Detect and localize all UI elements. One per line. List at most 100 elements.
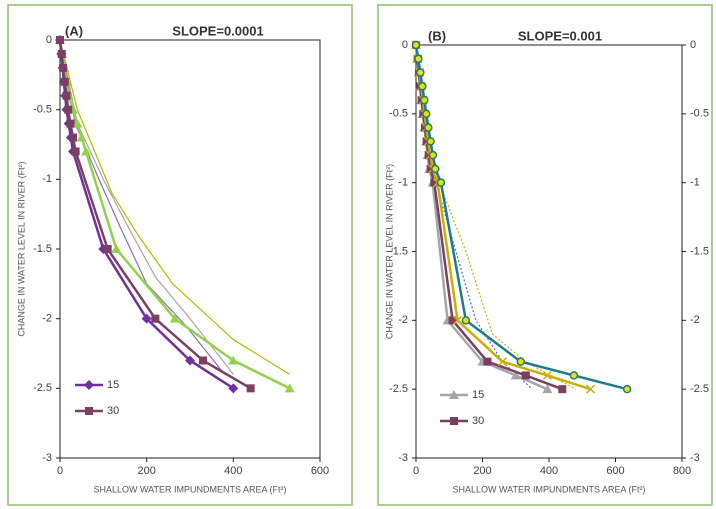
marker [558, 385, 567, 394]
series-line [59, 39, 226, 375]
x-tick-label: 200 [137, 465, 155, 477]
series-line [415, 44, 533, 390]
marker [56, 36, 64, 44]
y-tick-label: -1 [42, 173, 52, 185]
marker [411, 40, 421, 50]
marker [430, 178, 439, 187]
legend-label: 30 [107, 405, 119, 417]
series-line [59, 39, 290, 375]
y2-tick-label: 0 [690, 39, 696, 51]
marker [62, 91, 71, 100]
marker [141, 313, 152, 324]
marker [414, 54, 423, 64]
marker [426, 137, 435, 146]
marker [228, 383, 239, 394]
marker [284, 383, 295, 393]
marker [542, 370, 552, 380]
y-tick-label: -2 [398, 314, 408, 326]
y-tick-label: -2 [42, 313, 52, 325]
x-tick-label: 0 [57, 465, 63, 477]
y-tick-label: -2.5 [33, 382, 52, 394]
legend-item: 15 [75, 379, 119, 391]
legend-label: 15 [107, 379, 119, 391]
y-tick-label: -3 [42, 452, 52, 464]
y-tick-label: 0 [402, 39, 408, 51]
legend-item: 15 [440, 389, 484, 401]
marker [76, 132, 87, 142]
marker [542, 384, 553, 394]
y-tick-label: -0.5 [33, 104, 52, 116]
x-tick-label: 800 [673, 465, 691, 477]
marker [448, 316, 457, 325]
y2-tick-label: -3 [690, 452, 700, 464]
marker [622, 384, 632, 394]
marker [428, 150, 438, 160]
panel-label: (A) [65, 23, 83, 38]
x-tick-label: 0 [413, 465, 419, 477]
marker [111, 244, 122, 253]
marker [510, 370, 521, 380]
marker [246, 384, 255, 393]
marker [416, 68, 425, 77]
y2-tick-label: -0.5 [690, 108, 709, 120]
marker [424, 123, 433, 132]
marker [586, 384, 596, 394]
series-line [58, 39, 235, 390]
marker [69, 133, 77, 142]
series-line [414, 44, 548, 391]
marker [59, 63, 68, 72]
x-tick-label: 400 [540, 465, 558, 477]
series-line [414, 44, 591, 391]
marker [516, 357, 525, 366]
x-axis-label: SHALLOW WATER IMPUNDMENTS AREA (Ft²) [452, 484, 645, 494]
series-line [59, 39, 234, 375]
panel-frame [377, 4, 713, 506]
chart-title: SLOPE=0.0001 [172, 23, 263, 38]
series-line [414, 44, 628, 391]
marker [431, 164, 440, 174]
legend-label: 30 [472, 415, 484, 427]
legend-item: 30 [440, 415, 484, 427]
y-tick-label: -1 [398, 177, 408, 189]
marker [64, 105, 73, 114]
y2-tick-label: -2 [690, 314, 700, 326]
y2-tick-label: -1 [690, 177, 700, 189]
y-tick-label: 0 [46, 34, 52, 46]
marker [169, 313, 180, 323]
y-tick-label: -0.5 [389, 108, 408, 120]
marker [461, 316, 471, 325]
legend-item: 30 [75, 405, 119, 417]
chart-title: SLOPE=0.001 [518, 28, 602, 43]
marker [453, 315, 463, 325]
marker [521, 371, 530, 380]
y-tick-label: -3 [398, 452, 408, 464]
marker [85, 407, 93, 415]
marker [436, 178, 446, 187]
marker [199, 356, 207, 365]
panel-label: (B) [428, 28, 446, 43]
y-tick-label: -1.5 [389, 245, 408, 257]
marker [569, 371, 579, 380]
marker [497, 357, 507, 367]
marker [66, 119, 75, 128]
marker [450, 417, 458, 425]
marker [424, 151, 433, 160]
marker [228, 355, 239, 365]
marker [449, 390, 459, 399]
marker [57, 49, 66, 58]
marker [81, 146, 91, 156]
x-tick-label: 600 [606, 465, 624, 477]
marker [483, 357, 492, 366]
x-tick-label: 200 [473, 465, 491, 477]
panel-frame [7, 4, 353, 506]
x-axis-label: SHALLOW WATER IMPUNDMENTS AREA (Ft²) [93, 484, 286, 494]
marker [71, 147, 80, 156]
series-line [58, 39, 252, 390]
legend-label: 15 [472, 389, 484, 401]
marker [84, 380, 94, 390]
marker [103, 245, 112, 253]
marker [420, 95, 429, 105]
x-tick-label: 400 [224, 465, 242, 477]
marker [60, 77, 69, 86]
